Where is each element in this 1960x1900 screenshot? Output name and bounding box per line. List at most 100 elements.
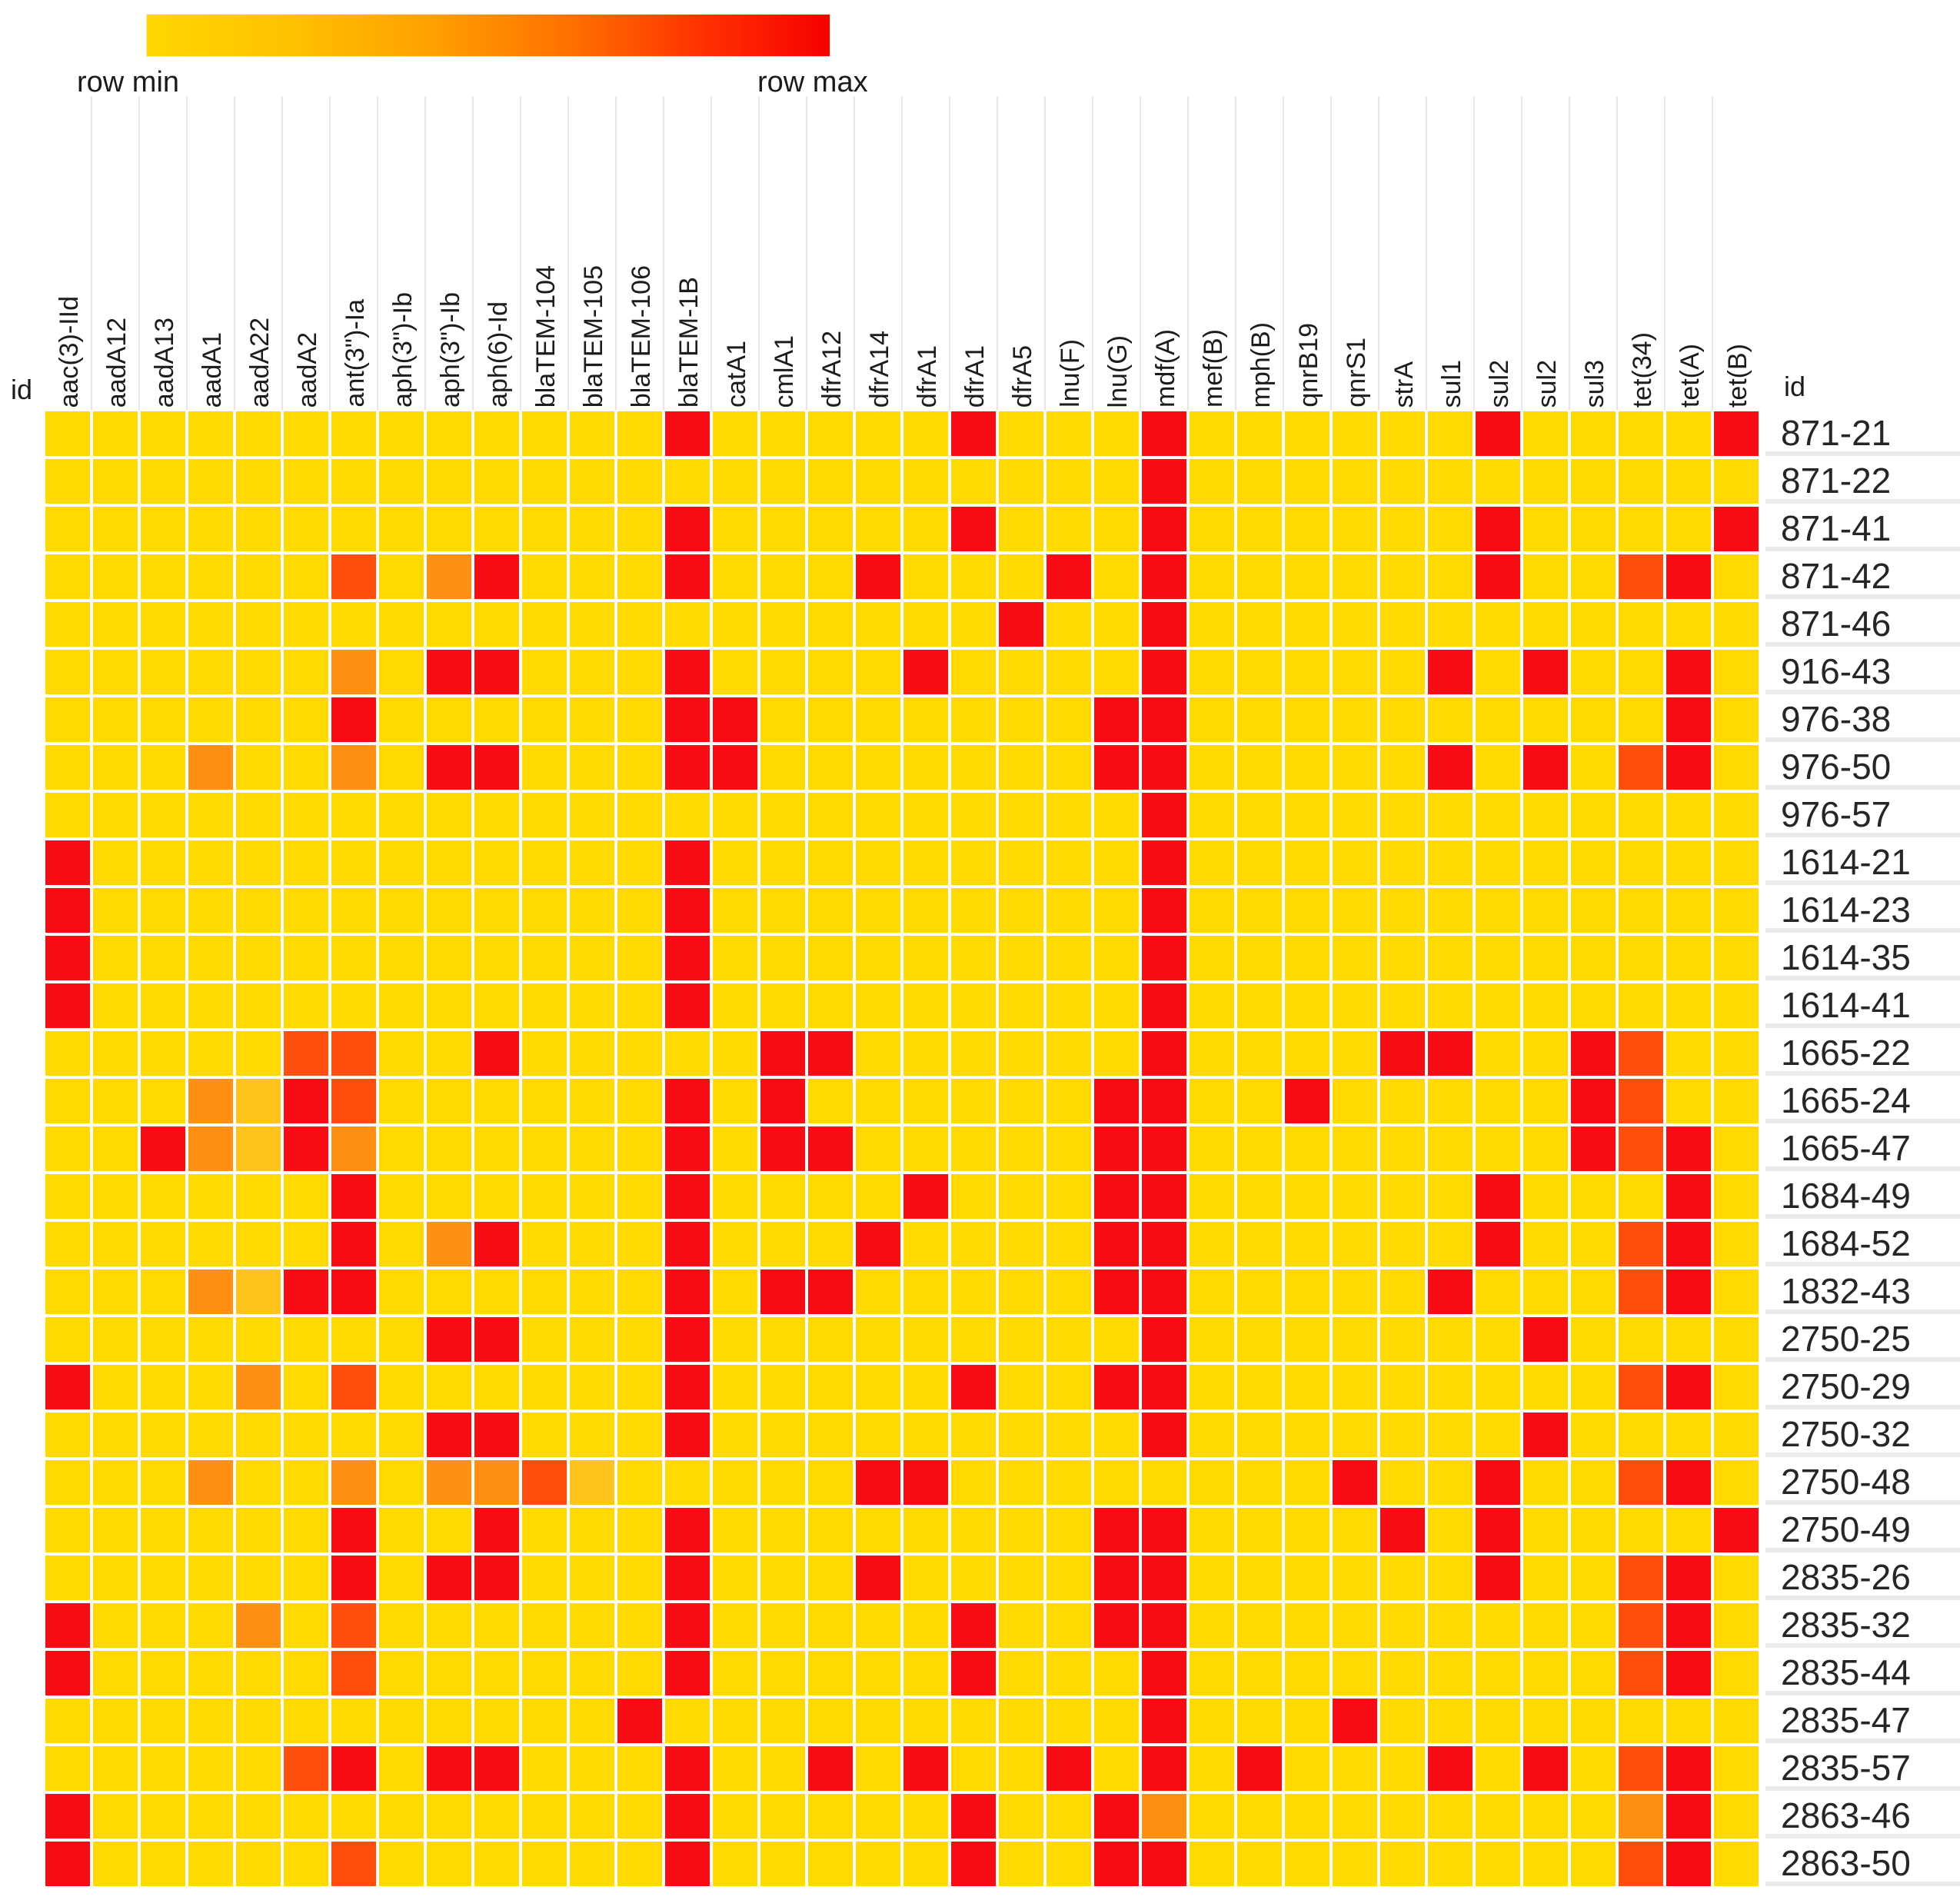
heatmap-cell xyxy=(284,459,328,504)
heatmap-cell xyxy=(236,1508,281,1552)
heatmap-cell xyxy=(45,507,90,551)
heatmap-cell xyxy=(856,507,900,551)
heatmap-cell xyxy=(427,459,471,504)
heatmap-cell xyxy=(1619,697,1663,742)
heatmap-cell xyxy=(522,1365,567,1409)
heatmap-cell xyxy=(760,1556,805,1600)
heatmap-grid xyxy=(45,411,1759,1886)
heatmap-cell xyxy=(284,1508,328,1552)
heatmap-cell xyxy=(1666,507,1711,551)
heatmap-cell xyxy=(1333,936,1377,980)
heatmap-cell xyxy=(141,1842,185,1886)
heatmap-cell xyxy=(665,602,710,647)
heatmap-cell xyxy=(93,1126,138,1171)
heatmap-cell xyxy=(141,459,185,504)
heatmap-cell xyxy=(379,1794,424,1838)
heatmap-cell xyxy=(1714,936,1759,980)
heatmap-cell xyxy=(1142,507,1186,551)
heatmap-cell xyxy=(665,793,710,837)
heatmap-cell xyxy=(951,936,996,980)
row-label: 976-57 xyxy=(1781,794,1892,834)
heatmap-cell xyxy=(903,1031,948,1076)
heatmap-cell xyxy=(1571,1222,1616,1266)
heatmap-cell xyxy=(1142,411,1186,456)
heatmap-cell xyxy=(474,1460,519,1505)
heatmap-cell xyxy=(570,1651,614,1695)
heatmap-cell xyxy=(808,697,853,742)
heatmap-cell xyxy=(1714,1699,1759,1743)
heatmap-cell xyxy=(1047,1079,1091,1123)
heatmap-cell xyxy=(1142,459,1186,504)
heatmap-cell xyxy=(1571,554,1616,599)
heatmap-cell xyxy=(665,1222,710,1266)
heatmap-cell xyxy=(93,1699,138,1743)
heatmap-cell xyxy=(45,697,90,742)
heatmap-cell xyxy=(903,1603,948,1648)
heatmap-cell xyxy=(474,1174,519,1219)
heatmap-cell xyxy=(617,1079,662,1123)
heatmap-cell xyxy=(474,983,519,1028)
heatmap-cell xyxy=(379,411,424,456)
heatmap-cell xyxy=(1714,411,1759,456)
heatmap-cell xyxy=(141,1699,185,1743)
heatmap-cell xyxy=(617,1556,662,1600)
heatmap-cell xyxy=(1619,888,1663,933)
heatmap-cell xyxy=(1476,697,1520,742)
heatmap-cell xyxy=(1619,1842,1663,1886)
heatmap-cell xyxy=(93,888,138,933)
heatmap-cell xyxy=(1619,793,1663,837)
heatmap-cell xyxy=(1094,1079,1139,1123)
heatmap-cell xyxy=(45,983,90,1028)
heatmap-cell xyxy=(1333,1365,1377,1409)
heatmap-cell xyxy=(951,1508,996,1552)
heatmap-cell xyxy=(1333,888,1377,933)
heatmap-cell xyxy=(1666,554,1711,599)
heatmap-cell xyxy=(141,1556,185,1600)
heatmap-cell xyxy=(1666,1079,1711,1123)
heatmap-cell xyxy=(522,1126,567,1171)
heatmap-cell xyxy=(1190,697,1234,742)
heatmap-cell xyxy=(236,1794,281,1838)
heatmap-cell xyxy=(1047,650,1091,694)
heatmap-cell xyxy=(760,1508,805,1552)
heatmap-cell xyxy=(284,650,328,694)
heatmap-cell xyxy=(1047,1269,1091,1314)
heatmap-cell xyxy=(808,1222,853,1266)
heatmap-cell xyxy=(1523,650,1568,694)
heatmap-cell xyxy=(1428,1699,1472,1743)
heatmap-cell xyxy=(1285,507,1329,551)
heatmap-cell xyxy=(999,1651,1043,1695)
heatmap-cell xyxy=(1190,1699,1234,1743)
heatmap-cell xyxy=(713,1699,757,1743)
heatmap-cell xyxy=(236,697,281,742)
heatmap-cell xyxy=(999,983,1043,1028)
heatmap-cell xyxy=(570,983,614,1028)
heatmap-cell xyxy=(522,411,567,456)
heatmap-cell xyxy=(617,507,662,551)
heatmap-cell xyxy=(93,1269,138,1314)
heatmap-cell xyxy=(1380,936,1425,980)
heatmap-cell xyxy=(1333,697,1377,742)
heatmap-cell xyxy=(1428,1174,1472,1219)
heatmap-cell xyxy=(1714,1508,1759,1552)
heatmap-cell xyxy=(1666,1603,1711,1648)
heatmap-cell xyxy=(1285,1794,1329,1838)
heatmap-cell xyxy=(1666,983,1711,1028)
heatmap-cell xyxy=(141,1746,185,1791)
heatmap-cell xyxy=(379,983,424,1028)
heatmap-cell xyxy=(1714,1269,1759,1314)
heatmap-cell xyxy=(808,1842,853,1886)
heatmap-cell xyxy=(379,1365,424,1409)
heatmap-cell xyxy=(1619,1746,1663,1791)
heatmap-cell xyxy=(1190,1651,1234,1695)
heatmap-cell xyxy=(1047,1460,1091,1505)
heatmap-cell xyxy=(1190,507,1234,551)
heatmap-cell xyxy=(808,1413,853,1457)
heatmap-cell xyxy=(236,1317,281,1362)
heatmap-cell xyxy=(1285,1603,1329,1648)
heatmap-cell xyxy=(1619,745,1663,790)
heatmap-cell xyxy=(1190,554,1234,599)
heatmap-cell xyxy=(331,650,376,694)
heatmap-cell xyxy=(1666,1413,1711,1457)
heatmap-cell xyxy=(856,1842,900,1886)
